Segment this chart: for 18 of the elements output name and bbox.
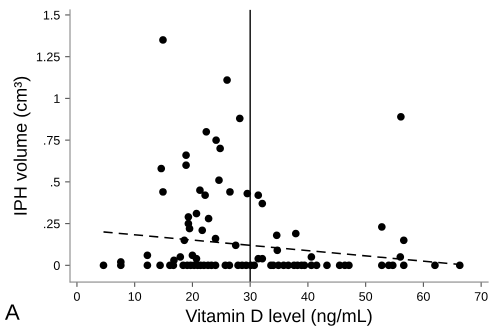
x-tick-label: 60	[417, 292, 430, 301]
x-axis-title: Vitamin D level (ng/mL)	[185, 308, 372, 326]
y-tick-label: 1	[54, 94, 60, 103]
x-tick-label: 0	[74, 292, 80, 301]
x-tick-label: 50	[359, 292, 372, 301]
x-tick-label: 20	[186, 292, 199, 301]
x-tick-label: 10	[128, 292, 142, 301]
x-tick-label: 30	[244, 292, 257, 301]
y-tick-label: .25	[44, 219, 60, 228]
y-tick-label: 1.5	[44, 10, 60, 20]
y-tick-label: .75	[44, 136, 60, 145]
y-axis-title: IPH volume (cm³)	[14, 76, 30, 215]
x-tick-label: 70	[474, 292, 488, 301]
y-tick-label: 1.25	[36, 52, 60, 62]
text: A	[4, 304, 20, 320]
y-tick-label: .5	[51, 178, 60, 187]
y-tick-label: 0	[54, 261, 60, 270]
x-tick-label: 40	[301, 292, 314, 301]
